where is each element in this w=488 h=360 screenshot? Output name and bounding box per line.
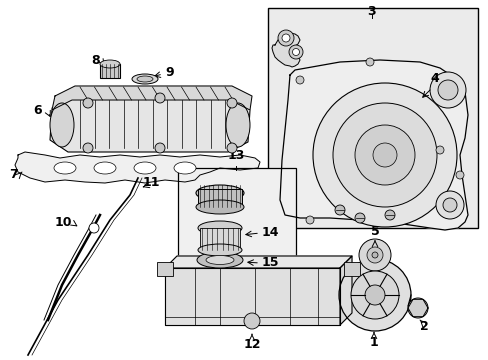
- Circle shape: [83, 143, 93, 153]
- Bar: [157, 262, 173, 276]
- Text: 2: 2: [419, 320, 428, 333]
- Ellipse shape: [198, 244, 242, 256]
- Ellipse shape: [137, 76, 153, 82]
- Circle shape: [89, 223, 99, 233]
- Ellipse shape: [198, 221, 242, 235]
- Polygon shape: [164, 256, 351, 268]
- Circle shape: [226, 98, 237, 108]
- Text: 14: 14: [262, 225, 279, 238]
- Text: 5: 5: [370, 225, 379, 238]
- Circle shape: [366, 247, 382, 263]
- Circle shape: [407, 298, 427, 318]
- Text: 15: 15: [262, 256, 279, 269]
- Circle shape: [83, 98, 93, 108]
- Circle shape: [435, 191, 463, 219]
- Bar: [178, 168, 295, 278]
- Text: 8: 8: [91, 54, 100, 67]
- Circle shape: [354, 213, 364, 223]
- Circle shape: [282, 34, 289, 42]
- Ellipse shape: [196, 185, 244, 201]
- Ellipse shape: [54, 162, 76, 174]
- Circle shape: [365, 58, 373, 66]
- Circle shape: [384, 210, 394, 220]
- Text: 10: 10: [54, 216, 72, 229]
- Circle shape: [358, 239, 390, 271]
- Circle shape: [372, 143, 396, 167]
- Polygon shape: [271, 33, 299, 67]
- Circle shape: [226, 143, 237, 153]
- Circle shape: [435, 146, 443, 154]
- Circle shape: [442, 198, 456, 212]
- Ellipse shape: [94, 162, 116, 174]
- Ellipse shape: [100, 60, 120, 68]
- Ellipse shape: [205, 256, 234, 265]
- Text: 1: 1: [369, 336, 378, 349]
- Circle shape: [364, 285, 384, 305]
- Bar: [100, 64, 120, 78]
- Circle shape: [338, 259, 410, 331]
- Circle shape: [334, 205, 345, 215]
- Circle shape: [455, 171, 463, 179]
- Bar: [343, 262, 359, 276]
- Bar: [200, 228, 240, 250]
- Polygon shape: [339, 256, 351, 325]
- Circle shape: [354, 125, 414, 185]
- Circle shape: [155, 93, 164, 103]
- Circle shape: [312, 83, 456, 227]
- Circle shape: [288, 45, 303, 59]
- Text: 13: 13: [227, 149, 244, 162]
- Circle shape: [305, 216, 313, 224]
- Circle shape: [350, 271, 398, 319]
- Text: 7: 7: [9, 168, 18, 181]
- Circle shape: [295, 76, 304, 84]
- Circle shape: [429, 72, 465, 108]
- Polygon shape: [164, 268, 339, 325]
- Ellipse shape: [197, 252, 243, 268]
- Polygon shape: [15, 152, 260, 183]
- Text: 9: 9: [164, 67, 173, 80]
- Ellipse shape: [225, 103, 249, 147]
- Circle shape: [292, 49, 299, 55]
- Text: 3: 3: [367, 5, 376, 18]
- Text: 4: 4: [429, 72, 438, 85]
- Polygon shape: [52, 86, 251, 110]
- Circle shape: [155, 143, 164, 153]
- Ellipse shape: [50, 103, 74, 147]
- Ellipse shape: [134, 162, 156, 174]
- Ellipse shape: [196, 200, 244, 214]
- Bar: [198, 189, 242, 207]
- Ellipse shape: [174, 162, 196, 174]
- Text: 11: 11: [142, 175, 160, 189]
- Polygon shape: [50, 98, 249, 152]
- Polygon shape: [280, 60, 467, 230]
- Text: 6: 6: [33, 104, 42, 117]
- Circle shape: [437, 80, 457, 100]
- Circle shape: [278, 30, 293, 46]
- Circle shape: [332, 103, 436, 207]
- Text: 12: 12: [243, 338, 260, 351]
- Ellipse shape: [132, 74, 158, 84]
- Bar: [267, 8, 477, 228]
- Circle shape: [371, 252, 377, 258]
- Circle shape: [244, 313, 260, 329]
